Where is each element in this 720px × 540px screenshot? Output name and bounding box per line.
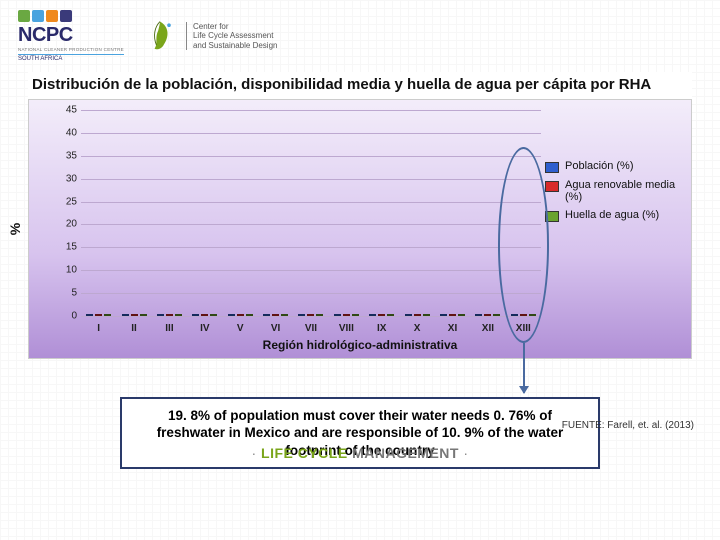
y-axis-label: % [7,223,23,235]
legend-label: Huella de agua (%) [565,209,659,221]
x-tick: VII [293,323,328,334]
x-tick: IV [187,323,222,334]
clcasd-line1: Center for [193,22,278,31]
x-tick: X [399,323,434,334]
y-tick: 45 [53,105,77,116]
ncpc-subtitle: NATIONAL CLEANER PRODUCTION CENTRE [18,47,124,52]
chart-area: % IIIIIIIVVVIVIIVIIIIXXXIXIIXIII 0510152… [28,99,692,359]
header-logos: NCPC NATIONAL CLEANER PRODUCTION CENTRE … [0,0,720,66]
ncpc-icon-1 [18,10,30,22]
chart-legend: Población (%) Agua renovable media (%) Hue… [545,160,685,228]
footer-brand-grey: MANAGEMENT [348,445,459,461]
grid-line [81,179,541,180]
clcasd-line3: and Sustainable Design [193,41,278,50]
legend-item: Agua renovable media (%) [545,179,685,203]
leaf-icon [142,18,178,54]
y-tick: 0 [53,311,77,322]
y-tick: 35 [53,150,77,161]
legend-item: Población (%) [545,160,685,173]
x-axis-label: Región hidrológico-administrativa [29,338,691,352]
legend-swatch [545,181,559,192]
legend-swatch [545,211,559,222]
clcasd-text: Center for Life Cycle Assessment and Sus… [186,22,278,50]
footer: · LIFE CYCLE MANAGEMENT · [0,445,720,461]
x-tick: XII [470,323,505,334]
legend-label: Agua renovable media (%) [565,179,685,203]
footer-brand-green: LIFE CYCLE [261,445,348,461]
ncpc-icon-4 [60,10,72,22]
grid-line [81,270,541,271]
y-tick: 40 [53,127,77,138]
legend-swatch [545,162,559,173]
y-tick: 30 [53,173,77,184]
chart-bars-layer: IIIIIIIVVVIVIIVIIIIXXXIXIIXIII [81,110,541,316]
citation: FUENTE: Farell, et. al. (2013) [562,420,694,431]
grid-line [81,156,541,157]
ncpc-region: SOUTH AFRICA [18,54,124,62]
ncpc-logo: NCPC NATIONAL CLEANER PRODUCTION CENTRE … [18,10,124,62]
y-tick: 20 [53,219,77,230]
grid-line [81,247,541,248]
y-tick: 15 [53,242,77,253]
x-tick: VI [258,323,293,334]
ncpc-name: NCPC [18,24,124,47]
legend-item: Huella de agua (%) [545,209,685,222]
y-tick: 5 [53,288,77,299]
legend-label: Población (%) [565,160,633,172]
x-tick: VIII [329,323,364,334]
chart-plot: IIIIIIIVVVIVIIVIIIIXXXIXIIXIII 051015202… [81,110,541,316]
y-tick: 10 [53,265,77,276]
grid-line [81,202,541,203]
grid-line [81,293,541,294]
ncpc-icon-2 [32,10,44,22]
y-tick: 25 [53,196,77,207]
ncpc-icon-row [18,10,124,22]
chart-panel: Distribución de la población, disponibil… [28,72,692,359]
grid-line [81,224,541,225]
x-tick: II [116,323,151,334]
x-tick: XI [435,323,470,334]
grid-line [81,110,541,111]
x-tick: V [223,323,258,334]
callout-arrow [523,343,525,393]
x-tick: III [152,323,187,334]
x-tick: IX [364,323,399,334]
ncpc-icon-3 [46,10,58,22]
chart-title: Distribución de la población, disponibil… [28,72,692,99]
x-tick: I [81,323,116,334]
clcasd-logo: Center for Life Cycle Assessment and Sus… [142,18,278,54]
x-tick: XIII [506,323,541,334]
grid-line [81,133,541,134]
grid-line [81,316,541,317]
clcasd-line2: Life Cycle Assessment [193,31,278,40]
